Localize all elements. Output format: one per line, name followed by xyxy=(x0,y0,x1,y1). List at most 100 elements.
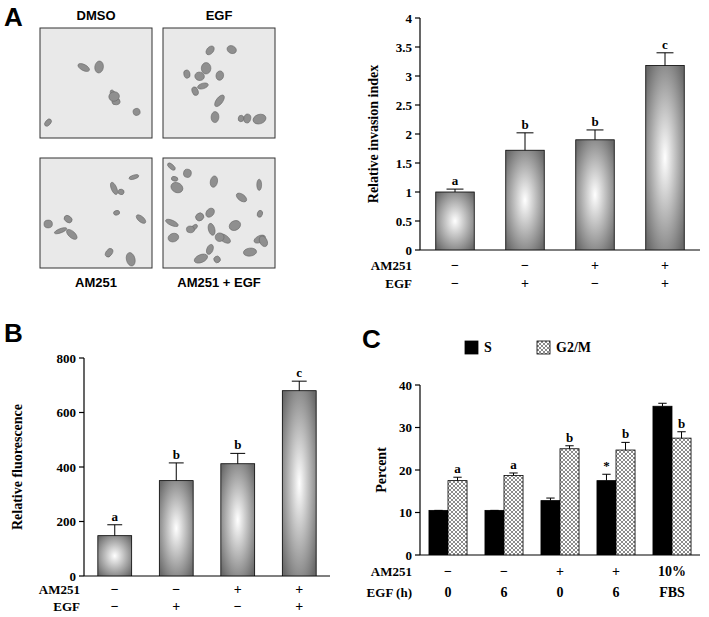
condition-value: 0 xyxy=(557,585,564,600)
condition-value: 6 xyxy=(613,585,620,600)
error-bar xyxy=(658,403,666,406)
cell xyxy=(213,255,222,264)
error-cap xyxy=(292,381,307,382)
cell xyxy=(183,69,191,78)
cell xyxy=(132,108,140,116)
y-tick-label: 1.5 xyxy=(396,156,413,171)
condition-label: AM251 xyxy=(39,582,80,597)
bar xyxy=(485,510,504,555)
y-tick xyxy=(415,17,420,18)
cell xyxy=(135,213,147,225)
bar xyxy=(282,391,316,576)
condition-value: − xyxy=(451,258,459,273)
error-bar xyxy=(657,53,674,66)
error-cap xyxy=(434,510,442,511)
micrograph-label: AM251 xyxy=(75,275,117,290)
micrograph xyxy=(40,158,152,268)
bar xyxy=(576,140,615,250)
cell xyxy=(215,70,224,81)
micrograph-label: AM251 + EGF xyxy=(177,275,261,290)
y-tick-label: 20 xyxy=(399,463,412,478)
y-tick-label: 3 xyxy=(406,69,413,84)
condition-value: − xyxy=(172,582,180,597)
condition-label: EGF xyxy=(385,276,412,291)
y-tick xyxy=(415,104,420,105)
y-tick-label: 30 xyxy=(399,420,412,435)
y-tick xyxy=(415,512,420,513)
error-bar xyxy=(169,463,184,481)
y-tick xyxy=(415,133,420,134)
error-cap xyxy=(230,453,245,454)
chart-2: C010203040Percent*aabbbSG2/MAM251−−++10%… xyxy=(362,324,700,600)
condition-value: − xyxy=(500,564,508,579)
condition-value: − xyxy=(591,276,599,291)
y-tick-label: 200 xyxy=(57,514,77,529)
cell xyxy=(65,228,79,241)
condition-value: + xyxy=(591,258,599,273)
significance-letter: b xyxy=(678,416,685,431)
chart-1: B0200400600800Relative fluorescenceabbcA… xyxy=(4,318,330,614)
bar xyxy=(646,66,685,250)
cell xyxy=(44,220,53,228)
condition-value: − xyxy=(451,276,459,291)
cell xyxy=(166,162,176,172)
cell xyxy=(227,219,242,233)
condition-label: AM251 xyxy=(371,564,412,579)
significance-letter: a xyxy=(454,461,461,476)
error-bar xyxy=(434,510,442,511)
micrograph-label: EGF xyxy=(206,8,233,23)
y-tick xyxy=(415,162,420,163)
error-bar xyxy=(587,130,604,140)
y-tick-label: 0.5 xyxy=(396,214,413,229)
micrograph-frame xyxy=(163,28,275,138)
cell xyxy=(197,82,209,90)
cell xyxy=(257,179,262,190)
error-cap xyxy=(677,431,685,432)
condition-label: EGF xyxy=(53,599,80,614)
condition-value: + xyxy=(295,582,303,597)
condition-value: + xyxy=(172,599,180,614)
error-cap xyxy=(509,472,517,473)
error-cap xyxy=(658,403,666,404)
error-stem xyxy=(237,453,238,463)
condition-value: + xyxy=(612,564,620,579)
y-tick xyxy=(415,75,420,76)
significance-letter: a xyxy=(510,457,517,472)
cell xyxy=(204,44,215,56)
condition-value: + xyxy=(556,564,564,579)
micrograph xyxy=(163,158,275,268)
condition-value: + xyxy=(521,276,529,291)
error-stem xyxy=(681,432,682,438)
y-tick-label: 0 xyxy=(406,548,413,563)
y-axis-label: Percent xyxy=(374,447,389,493)
error-bar xyxy=(292,381,307,391)
y-tick xyxy=(79,357,84,358)
cell xyxy=(204,206,216,218)
cell xyxy=(209,175,218,188)
error-cap xyxy=(621,442,629,443)
error-cap xyxy=(490,510,498,511)
bar xyxy=(560,449,579,555)
panel-letter: A xyxy=(4,2,23,32)
bar xyxy=(653,406,672,555)
cell xyxy=(129,174,140,181)
y-axis-label: Relative invasion index xyxy=(366,65,381,203)
y-tick-label: 0 xyxy=(406,243,413,258)
bar xyxy=(597,481,616,555)
y-tick xyxy=(415,46,420,47)
bar xyxy=(436,192,475,250)
error-stem xyxy=(606,474,607,480)
annotations: abbc xyxy=(452,37,668,188)
y-tick xyxy=(415,554,420,555)
y-tick-label: 2 xyxy=(406,127,413,142)
cell xyxy=(94,60,104,73)
error-stem xyxy=(665,53,666,66)
condition-value: 6 xyxy=(501,585,508,600)
condition-value: − xyxy=(111,599,119,614)
y-tick-label: 1 xyxy=(406,185,413,200)
cell xyxy=(205,243,215,255)
cell xyxy=(171,176,179,182)
significance-letter: a xyxy=(452,173,459,188)
micrograph xyxy=(40,28,152,138)
cell xyxy=(165,218,180,228)
